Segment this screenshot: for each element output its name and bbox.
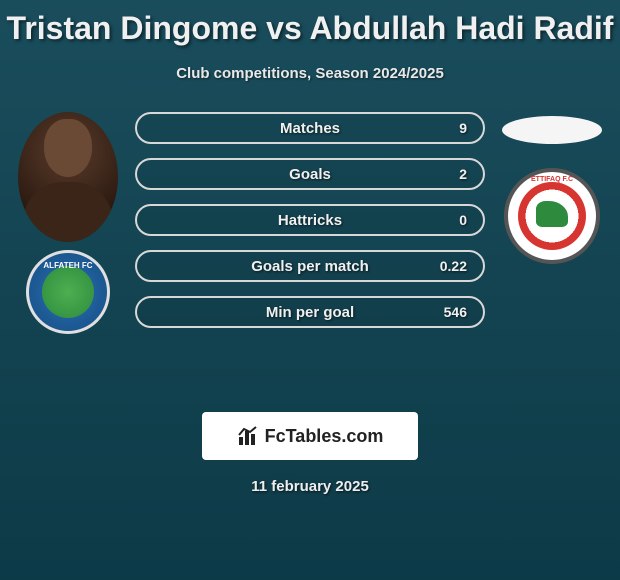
stats-list: Matches 9 Goals 2 Hattricks 0 Goals per … [135, 112, 485, 342]
stat-label: Goals [289, 166, 331, 183]
stat-row: Hattricks 0 [135, 204, 485, 236]
brand-name: FcTables.com [265, 426, 384, 447]
stat-label: Goals per match [251, 258, 369, 275]
stat-label: Min per goal [266, 304, 354, 321]
stat-row: Goals per match 0.22 [135, 250, 485, 282]
page-title: Tristan Dingome vs Abdullah Hadi Radif [0, 0, 620, 47]
stat-value: 2 [459, 166, 467, 182]
date-label: 11 february 2025 [0, 478, 620, 495]
left-club-badge: ALFATEH FC [26, 250, 110, 334]
stat-value: 9 [459, 120, 467, 136]
brand-logo: FcTables.com [202, 412, 418, 460]
stat-value: 0.22 [440, 258, 467, 274]
right-player-photo [502, 116, 602, 144]
stat-label: Hattricks [278, 212, 342, 229]
footer: FcTables.com 11 february 2025 [0, 412, 620, 495]
left-player-photo [18, 112, 118, 242]
left-club-badge-label: ALFATEH FC [29, 261, 107, 270]
stat-value: 546 [444, 304, 467, 320]
subtitle: Club competitions, Season 2024/2025 [0, 65, 620, 82]
right-club-badge: ETTIFAQ F.C [504, 168, 600, 264]
stat-row: Min per goal 546 [135, 296, 485, 328]
stat-label: Matches [280, 120, 340, 137]
right-player-column: ETTIFAQ F.C [492, 112, 612, 264]
stat-row: Goals 2 [135, 158, 485, 190]
chart-icon [237, 425, 259, 447]
stat-value: 0 [459, 212, 467, 228]
stat-row: Matches 9 [135, 112, 485, 144]
left-player-column: ALFATEH FC [8, 112, 128, 334]
comparison-main: ALFATEH FC ETTIFAQ F.C Matches 9 Goals 2… [0, 112, 620, 402]
